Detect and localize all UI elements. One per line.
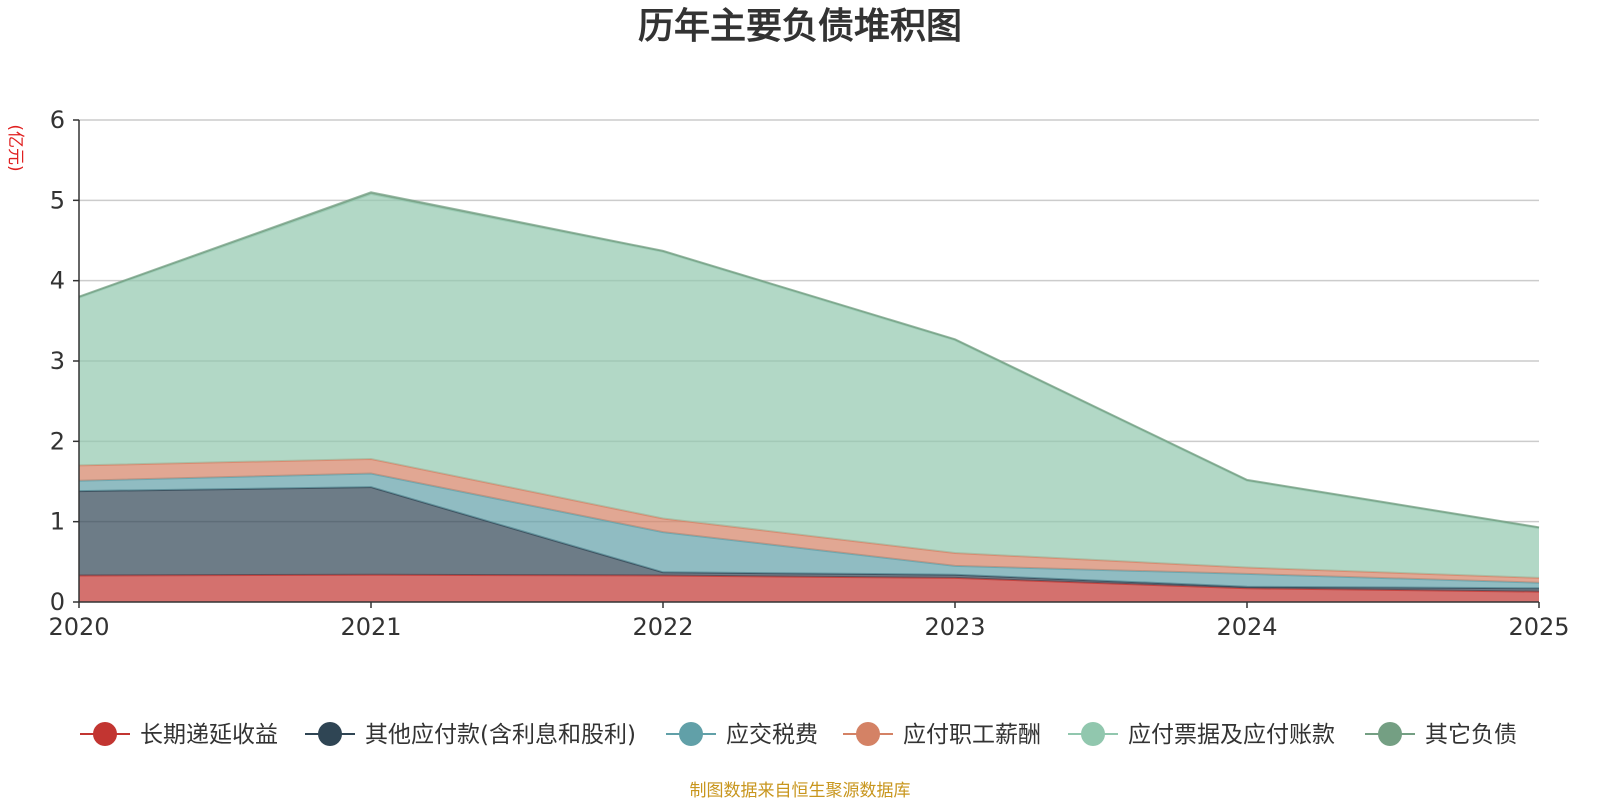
y-tick-label: 0 <box>50 588 65 616</box>
y-axis-unit: (亿元) <box>5 124 25 171</box>
source-note: 制图数据来自恒生聚源数据库 <box>690 781 911 800</box>
y-tick-label: 1 <box>50 508 65 536</box>
legend-label: 其他应付款(含利息和股利) <box>365 722 636 748</box>
y-tick-label: 5 <box>50 186 65 214</box>
legend[interactable]: 长期递延收益 其他应付款(含利息和股利) 应交税费 应付职工薪酬 应付票据及应付账款 其它… <box>80 722 1517 748</box>
legend-marker <box>1378 722 1402 746</box>
legend-marker <box>1081 722 1105 746</box>
legend-item-5[interactable]: 其它负债 <box>1365 722 1517 748</box>
x-tick-label: 2025 <box>1508 613 1569 641</box>
legend-item-0[interactable]: 长期递延收益 <box>80 722 278 748</box>
stacked-areas <box>78 191 1540 602</box>
x-tick-label: 2020 <box>48 613 109 641</box>
legend-label: 应付票据及应付账款 <box>1128 722 1335 748</box>
legend-item-2[interactable]: 应交税费 <box>666 722 818 748</box>
chart-title: 历年主要负债堆积图 <box>638 6 962 47</box>
y-tick-label: 6 <box>50 106 65 134</box>
legend-marker <box>93 722 117 746</box>
legend-label: 长期递延收益 <box>140 722 278 748</box>
x-tick-label: 2024 <box>1216 613 1277 641</box>
legend-marker <box>856 722 880 746</box>
y-tick-label: 3 <box>50 347 65 375</box>
x-tick-label: 2022 <box>632 613 693 641</box>
legend-item-3[interactable]: 应付职工薪酬 <box>843 722 1041 748</box>
x-tick-label: 2021 <box>340 613 401 641</box>
area-series-4 <box>79 193 1539 578</box>
legend-item-4[interactable]: 应付票据及应付账款 <box>1068 722 1335 748</box>
legend-label: 应交税费 <box>726 722 818 748</box>
legend-label: 应付职工薪酬 <box>903 722 1041 748</box>
x-tick-label: 2023 <box>924 613 985 641</box>
area-series-0 <box>79 574 1539 602</box>
legend-item-1[interactable]: 其他应付款(含利息和股利) <box>305 722 636 748</box>
area-line-series-5 <box>78 191 1540 529</box>
legend-label: 其它负债 <box>1425 722 1517 748</box>
area-series-3 <box>79 459 1539 583</box>
legend-marker <box>318 722 342 746</box>
legend-marker <box>679 722 703 746</box>
y-tick-label: 2 <box>50 427 65 455</box>
area-series-2 <box>79 473 1539 589</box>
area-series-1 <box>79 487 1539 592</box>
y-tick-label: 4 <box>50 267 65 295</box>
axes: 0 1 2 3 4 5 6 2020 2021 2022 2023 2024 2025 <box>48 106 1569 641</box>
